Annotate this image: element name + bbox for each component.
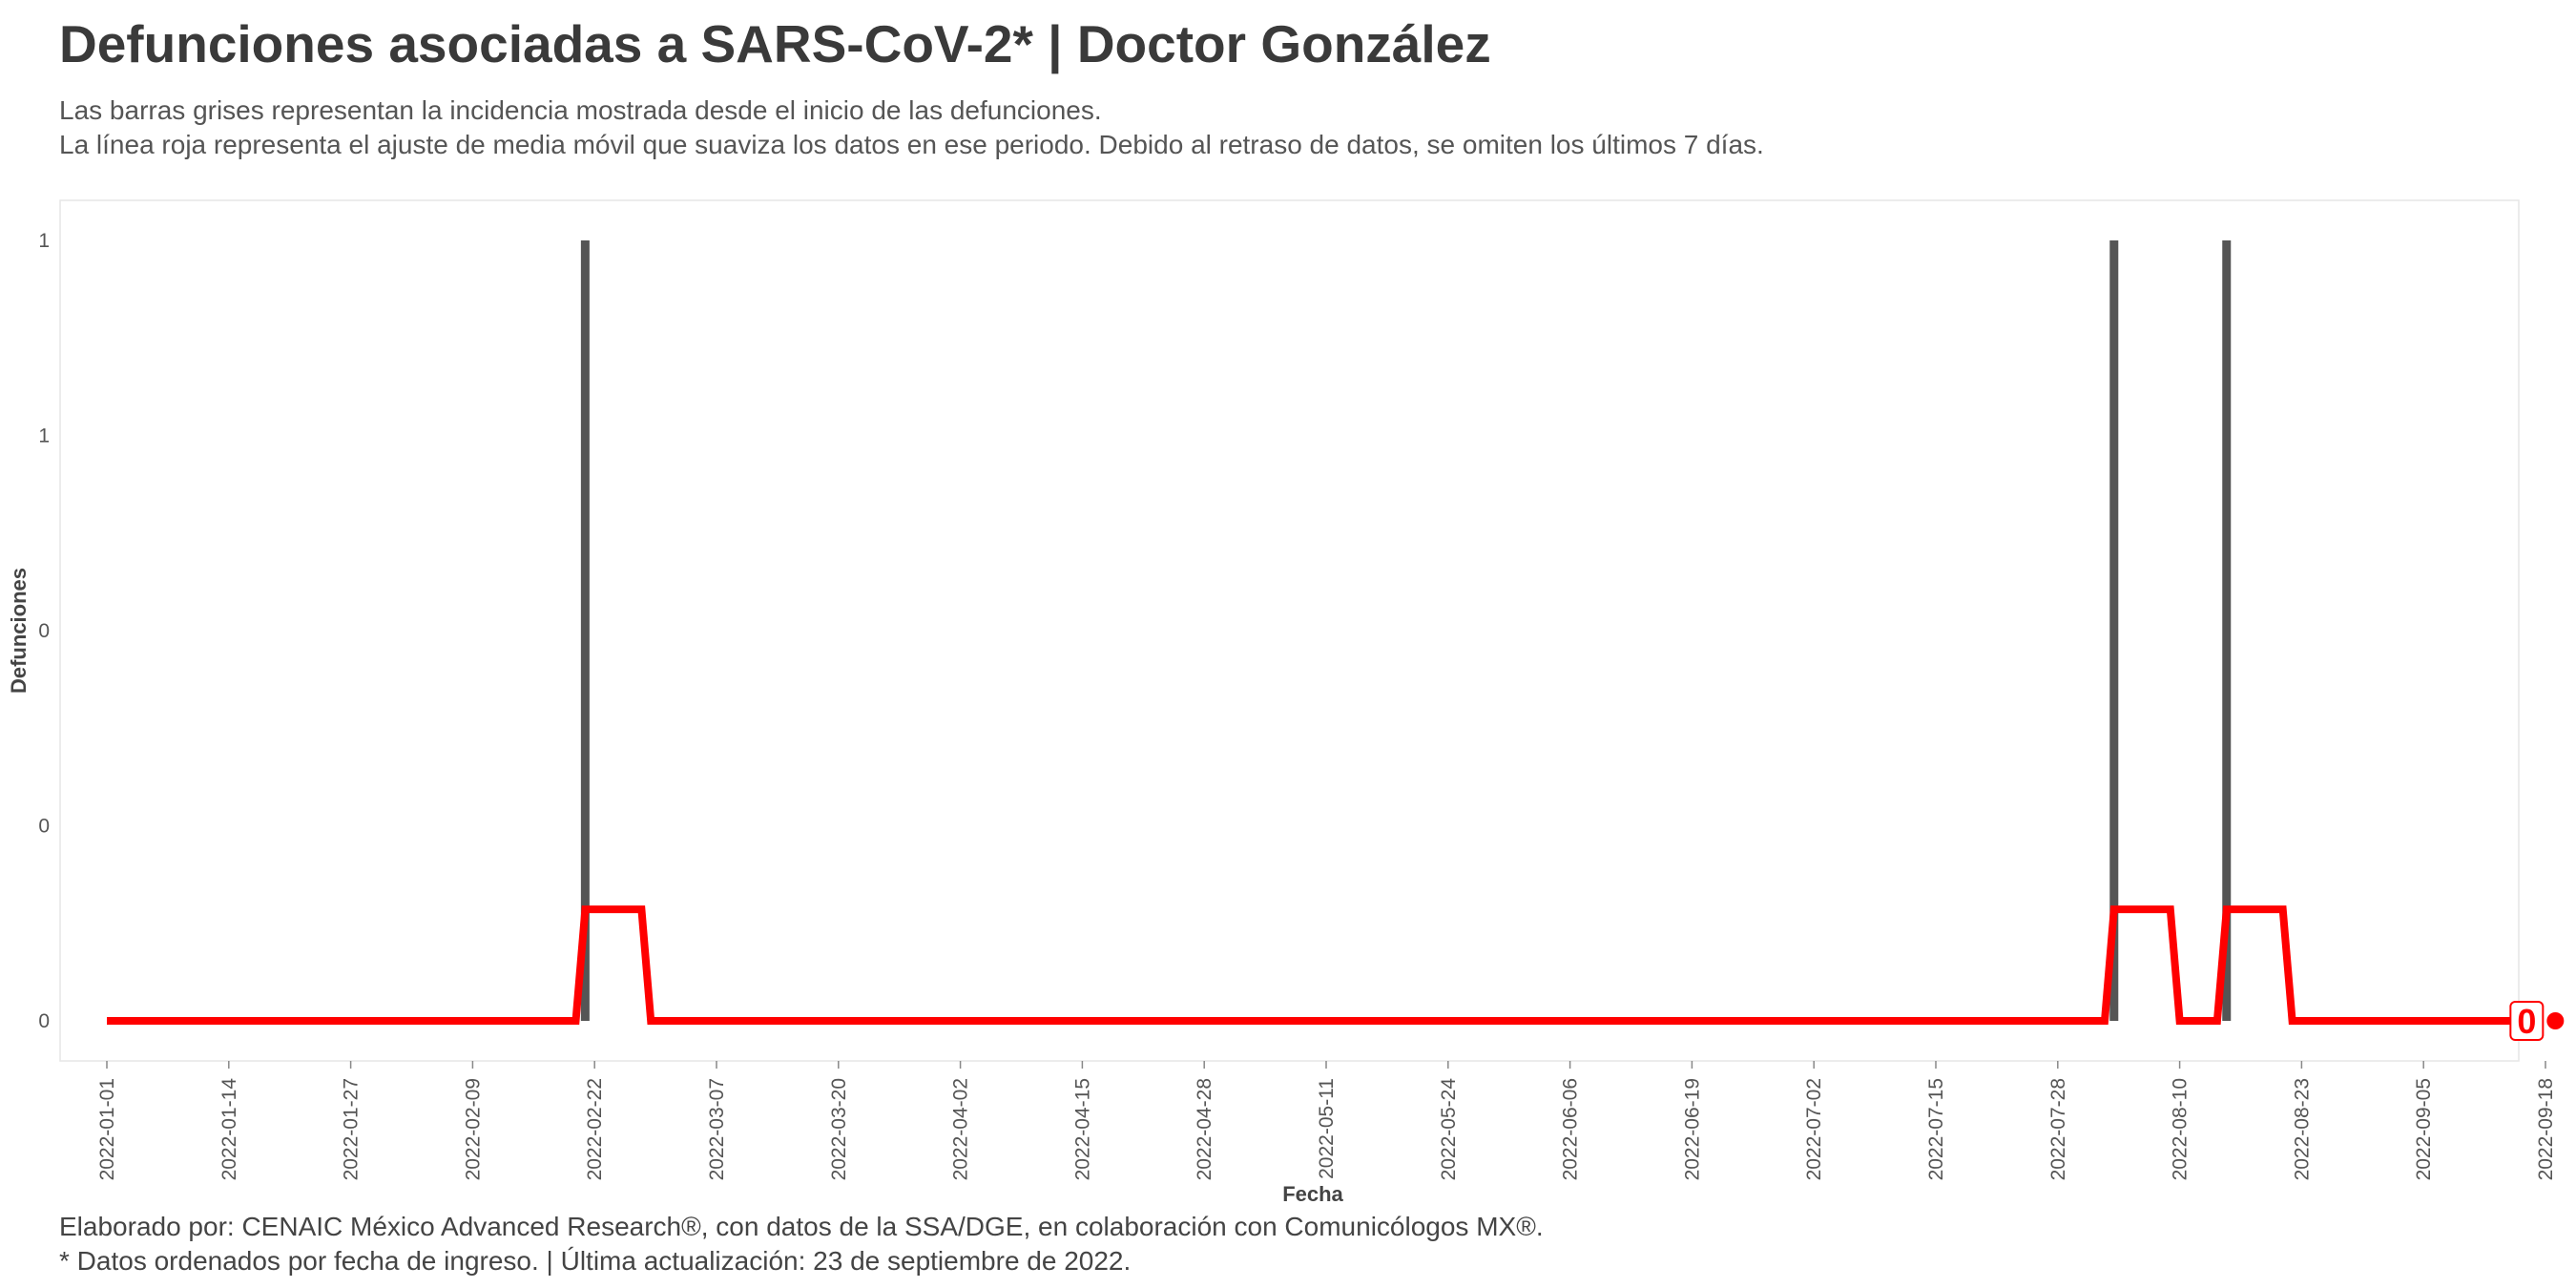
end-label-box-0: [2509, 1001, 2545, 1041]
x-tick-label-5: 2022-03-07: [706, 1078, 728, 1180]
chart-caption: Elaborado por: CENAIC México Advanced Re…: [59, 1210, 1544, 1278]
bar-0: [580, 240, 590, 1021]
x-tick-label-9: 2022-04-28: [1194, 1078, 1215, 1180]
y-tick-label-4: 1: [38, 230, 50, 252]
y-tick-label-2: 0: [38, 620, 50, 642]
caption-line-2: * Datos ordenados por fecha de ingreso. …: [59, 1246, 1132, 1276]
x-tick-label-0: 2022-01-01: [96, 1078, 118, 1180]
x-tick-label-15: 2022-07-15: [1925, 1078, 1947, 1180]
subtitle-line-2: La línea roja representa el ajuste de me…: [59, 130, 1764, 159]
caption-line-1: Elaborado por: CENAIC México Advanced Re…: [59, 1212, 1544, 1241]
subtitle-line-1: Las barras grises representan la inciden…: [59, 95, 1102, 125]
x-axis-title: Fecha: [1282, 1182, 1343, 1206]
x-tick-label-7: 2022-04-02: [950, 1078, 972, 1180]
bar-1: [2109, 240, 2119, 1021]
y-tick-label-3: 1: [38, 426, 50, 447]
x-tick-label-6: 2022-03-20: [828, 1078, 850, 1180]
x-tick-label-10: 2022-05-11: [1316, 1078, 1338, 1179]
x-tick-label-13: 2022-06-19: [1681, 1078, 1703, 1180]
moving-average-line: [107, 905, 2527, 1025]
x-tick-label-19: 2022-09-05: [2413, 1078, 2435, 1180]
x-tick-label-12: 2022-06-06: [1560, 1078, 1582, 1180]
y-axis-title: Defunciones: [7, 568, 31, 694]
y-tick-label-0: 0: [38, 1010, 50, 1032]
x-tick-label-11: 2022-05-24: [1438, 1078, 1460, 1181]
x-tick-label-8: 2022-04-15: [1071, 1078, 1093, 1180]
x-tick-label-20: 2022-09-18: [2535, 1078, 2557, 1180]
x-tick-label-16: 2022-07-28: [2047, 1078, 2069, 1180]
x-tick-label-2: 2022-01-27: [341, 1078, 363, 1180]
bar-2: [2222, 240, 2232, 1021]
chart-title: Defunciones asociadas a SARS-CoV-2* | Do…: [59, 14, 1491, 73]
chart-subtitle: Las barras grises representan la inciden…: [59, 93, 1764, 162]
x-tick-label-14: 2022-07-02: [1803, 1078, 1825, 1180]
end-label-0: 0: [2517, 1002, 2536, 1041]
x-tick-label-18: 2022-08-23: [2291, 1078, 2313, 1180]
end-point-0: [2546, 1012, 2565, 1029]
x-tick-label-17: 2022-08-10: [2170, 1078, 2192, 1180]
y-tick-label-1: 0: [38, 816, 50, 838]
plot-panel: [59, 199, 2520, 1062]
x-tick-label-1: 2022-01-14: [218, 1078, 240, 1181]
x-tick-label-4: 2022-02-22: [584, 1078, 606, 1180]
x-tick-label-3: 2022-02-09: [462, 1078, 484, 1180]
